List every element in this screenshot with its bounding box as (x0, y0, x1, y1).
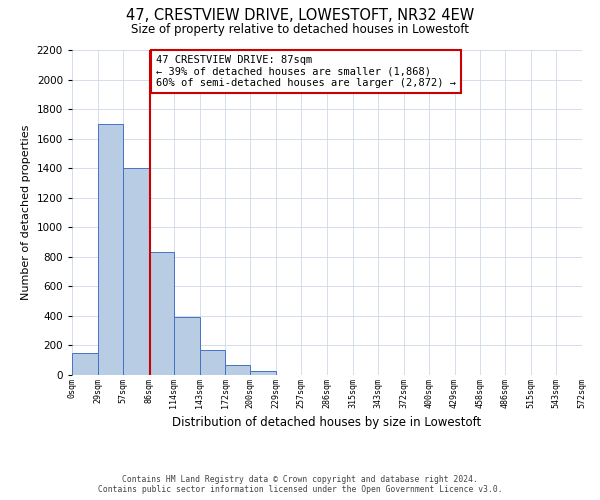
Text: Contains HM Land Registry data © Crown copyright and database right 2024.
Contai: Contains HM Land Registry data © Crown c… (98, 474, 502, 494)
Bar (72, 353, 98, 375)
Bar (123, 168, 149, 375)
Bar (250, 370, 276, 375)
Text: Size of property relative to detached houses in Lowestoft: Size of property relative to detached ho… (131, 22, 469, 36)
Text: 47, CRESTVIEW DRIVE, LOWESTOFT, NR32 4EW: 47, CRESTVIEW DRIVE, LOWESTOFT, NR32 4EW (126, 8, 474, 22)
Bar (199, 350, 226, 375)
X-axis label: Distribution of detached houses by size in Lowestoft: Distribution of detached houses by size … (172, 416, 482, 429)
Bar (98, 124, 123, 375)
Text: 47 CRESTVIEW DRIVE: 87sqm
← 39% of detached houses are smaller (1,868)
60% of se: 47 CRESTVIEW DRIVE: 87sqm ← 39% of detac… (156, 55, 456, 88)
Bar (173, 318, 199, 375)
Bar (149, 252, 173, 375)
Bar (226, 366, 250, 375)
Y-axis label: Number of detached properties: Number of detached properties (21, 125, 31, 300)
